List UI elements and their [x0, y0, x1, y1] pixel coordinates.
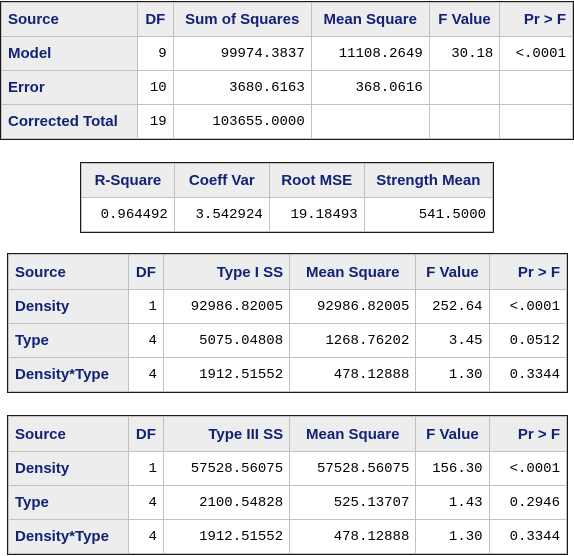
- table-row: Type 4 5075.04808 1268.76202 3.45 0.0512: [9, 324, 566, 357]
- type1-header-row: Source DF Type I SS Mean Square F Value …: [9, 255, 566, 289]
- df-cell: 4: [128, 358, 163, 391]
- ss-cell: 5075.04808: [163, 324, 290, 357]
- fit-header-row: R-Square Coeff Var Root MSE Strength Mea…: [82, 164, 492, 197]
- ss-cell: 92986.82005: [163, 290, 290, 323]
- coeff-var-cell: 3.542924: [174, 198, 269, 231]
- f-cell: 1.43: [416, 486, 489, 519]
- ms-cell: 11108.2649: [311, 37, 429, 70]
- col-header-mean-square: Mean Square: [290, 417, 416, 451]
- table-row: Density*Type 4 1912.51552 478.12888 1.30…: [9, 520, 566, 553]
- ss-cell: 99974.3837: [173, 37, 311, 70]
- col-header-df: DF: [128, 255, 163, 289]
- ms-cell: 478.12888: [290, 358, 416, 391]
- col-header-f-value: F Value: [416, 255, 489, 289]
- ss-cell: 1912.51552: [163, 520, 290, 553]
- table-row: 0.964492 3.542924 19.18493 541.5000: [82, 198, 492, 231]
- col-header-mean-square: Mean Square: [311, 3, 429, 36]
- empty-cell: [500, 71, 572, 104]
- df-cell: 1: [128, 290, 163, 323]
- p-cell: 0.0512: [489, 324, 566, 357]
- row-header: Type: [9, 324, 128, 357]
- df-cell: 19: [137, 105, 173, 138]
- col-header-df: DF: [137, 3, 173, 36]
- df-cell: 10: [137, 71, 173, 104]
- df-cell: 9: [137, 37, 173, 70]
- table-row: Density 1 57528.56075 57528.56075 156.30…: [9, 452, 566, 485]
- empty-cell: [311, 105, 429, 138]
- f-cell: 252.64: [416, 290, 489, 323]
- ms-cell: 57528.56075: [290, 452, 416, 485]
- col-header-df: DF: [128, 417, 163, 451]
- col-header-type-i-ss: Type I SS: [163, 255, 290, 289]
- row-header: Density*Type: [9, 358, 128, 391]
- col-header-source: Source: [9, 255, 128, 289]
- root-mse-cell: 19.18493: [269, 198, 364, 231]
- f-cell: 3.45: [416, 324, 489, 357]
- p-cell: <.0001: [489, 452, 566, 485]
- df-cell: 4: [128, 520, 163, 553]
- col-header-pr-f: Pr > F: [489, 255, 566, 289]
- table-row: Density*Type 4 1912.51552 478.12888 1.30…: [9, 358, 566, 391]
- row-header: Corrected Total: [2, 105, 137, 138]
- ss-cell: 1912.51552: [163, 358, 290, 391]
- col-header-source: Source: [9, 417, 128, 451]
- ms-cell: 1268.76202: [290, 324, 416, 357]
- r-square-cell: 0.964492: [82, 198, 174, 231]
- f-cell: 30.18: [429, 37, 500, 70]
- row-header: Type: [9, 486, 128, 519]
- type1-ss-table: Source DF Type I SS Mean Square F Value …: [7, 253, 568, 393]
- table-row: Type 4 2100.54828 525.13707 1.43 0.2946: [9, 486, 566, 519]
- ms-cell: 478.12888: [290, 520, 416, 553]
- type3-header-row: Source DF Type III SS Mean Square F Valu…: [9, 417, 566, 451]
- row-header: Error: [2, 71, 137, 104]
- empty-cell: [500, 105, 572, 138]
- row-header: Density*Type: [9, 520, 128, 553]
- col-header-coeff-var: Coeff Var: [174, 164, 269, 197]
- col-header-pr-f: Pr > F: [489, 417, 566, 451]
- fit-statistics-table: R-Square Coeff Var Root MSE Strength Mea…: [80, 162, 494, 233]
- col-header-f-value: F Value: [429, 3, 500, 36]
- col-header-source: Source: [2, 3, 137, 36]
- col-header-mean-square: Mean Square: [290, 255, 416, 289]
- type3-ss-table: Source DF Type III SS Mean Square F Valu…: [7, 415, 568, 555]
- table-row: Model 9 99974.3837 11108.2649 30.18 <.00…: [2, 37, 572, 70]
- f-cell: 156.30: [416, 452, 489, 485]
- df-cell: 4: [128, 324, 163, 357]
- table-row: Density 1 92986.82005 92986.82005 252.64…: [9, 290, 566, 323]
- df-cell: 1: [128, 452, 163, 485]
- empty-cell: [429, 71, 500, 104]
- p-cell: 0.2946: [489, 486, 566, 519]
- col-header-strength-mean: Strength Mean: [364, 164, 492, 197]
- f-cell: 1.30: [416, 520, 489, 553]
- row-header: Model: [2, 37, 137, 70]
- ms-cell: 92986.82005: [290, 290, 416, 323]
- ss-cell: 57528.56075: [163, 452, 290, 485]
- anova-table: Source DF Sum of Squares Mean Square F V…: [0, 1, 574, 140]
- col-header-sum-of-squares: Sum of Squares: [173, 3, 311, 36]
- p-cell: 0.3344: [489, 520, 566, 553]
- row-header: Density: [9, 290, 128, 323]
- col-header-root-mse: Root MSE: [269, 164, 364, 197]
- col-header-f-value: F Value: [416, 417, 489, 451]
- empty-cell: [429, 105, 500, 138]
- p-cell: 0.3344: [489, 358, 566, 391]
- ms-cell: 368.0616: [311, 71, 429, 104]
- row-header: Density: [9, 452, 128, 485]
- table-row: Corrected Total 19 103655.0000: [2, 105, 572, 138]
- f-cell: 1.30: [416, 358, 489, 391]
- col-header-type-iii-ss: Type III SS: [163, 417, 290, 451]
- p-cell: <.0001: [500, 37, 572, 70]
- strength-mean-cell: 541.5000: [364, 198, 492, 231]
- ms-cell: 525.13707: [290, 486, 416, 519]
- col-header-r-square: R-Square: [82, 164, 174, 197]
- anova-header-row: Source DF Sum of Squares Mean Square F V…: [2, 3, 572, 36]
- col-header-pr-f: Pr > F: [500, 3, 572, 36]
- df-cell: 4: [128, 486, 163, 519]
- table-row: Error 10 3680.6163 368.0616: [2, 71, 572, 104]
- ss-cell: 103655.0000: [173, 105, 311, 138]
- ss-cell: 2100.54828: [163, 486, 290, 519]
- p-cell: <.0001: [489, 290, 566, 323]
- ss-cell: 3680.6163: [173, 71, 311, 104]
